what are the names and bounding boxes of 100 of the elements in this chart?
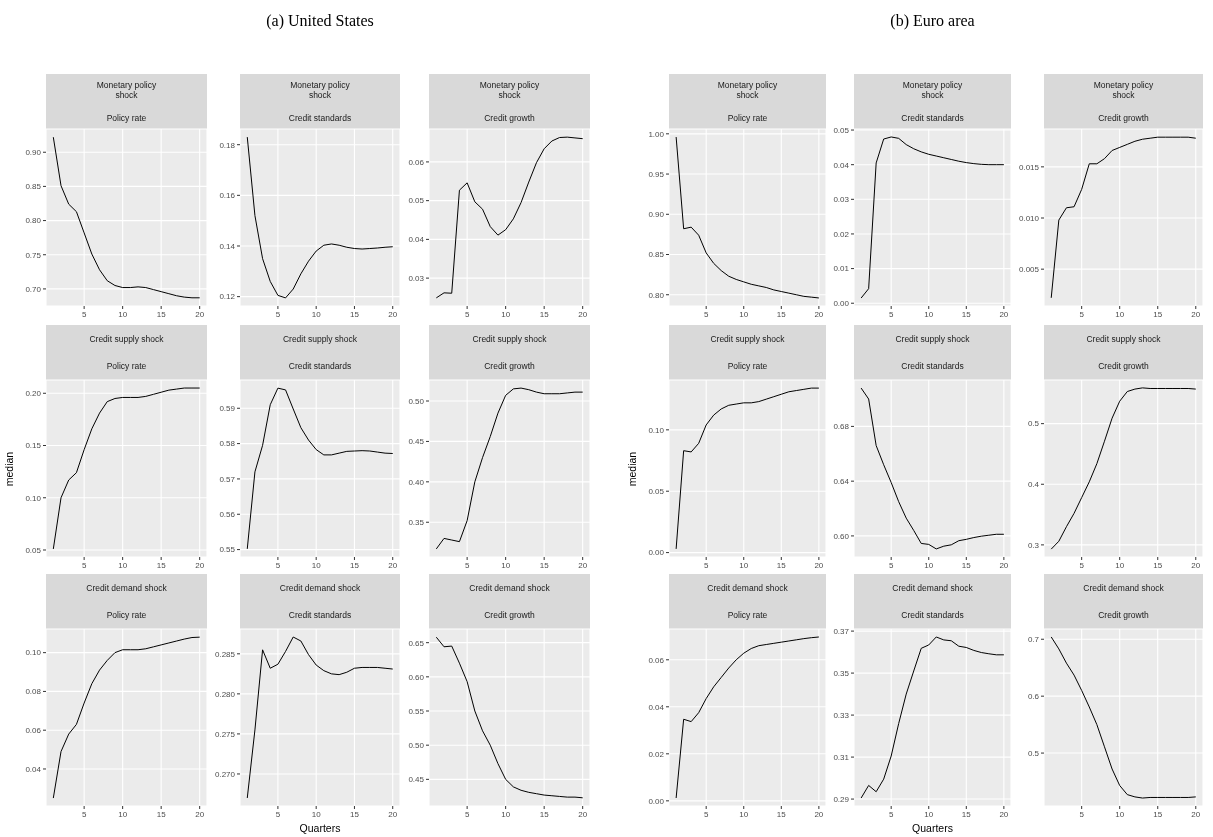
y-tick-label: 0.6: [1027, 692, 1040, 701]
x-tick-label: 20: [195, 560, 205, 570]
chart-subtitle: Policy rate: [106, 610, 147, 621]
chart-title: Monetary policy shock: [717, 80, 778, 101]
y-tick-label: 0.10: [25, 493, 42, 503]
x-tick-label: 15: [350, 309, 360, 319]
y-tick-label: 0.18: [219, 140, 236, 150]
y-tick-label: 0.50: [408, 396, 425, 406]
x-tick-label: 10: [739, 560, 749, 570]
chart-subtitle: Credit growth: [484, 610, 535, 621]
y-tick-label: 0.04: [408, 235, 425, 245]
chart-title: Credit demand shock: [707, 582, 788, 593]
text: (b) Euro area: [889, 12, 976, 30]
y-tick-label: 0.12: [219, 292, 236, 302]
y-tick-label: 0.005: [1018, 265, 1040, 275]
x-tick-label: 5: [275, 309, 281, 319]
y-tick-label: 0.37: [833, 626, 850, 636]
x-tick-label: 15: [776, 309, 787, 319]
chart-title: Credit supply shock: [895, 333, 970, 344]
x-tick-label: 10: [501, 809, 511, 819]
line-series: [435, 387, 584, 550]
x-tick-label: 10: [924, 560, 934, 570]
x-tick-label: 15: [1153, 809, 1163, 819]
y-tick-label: 0.5: [1027, 748, 1040, 758]
chart-title: Credit demand shock: [1083, 582, 1164, 593]
chart-title: Credit supply shock: [472, 333, 547, 344]
x-tick-label: 20: [814, 560, 824, 570]
y-axis-title: median: [626, 451, 639, 486]
x-tick-label: 20: [814, 809, 824, 819]
line-series: [675, 387, 820, 550]
x-tick-label: 20: [578, 809, 588, 819]
line-series: [52, 136, 201, 299]
x-tick-label: 20: [1191, 560, 1201, 570]
y-tick-label: 0.95: [648, 169, 665, 179]
x-tick-label: 5: [703, 809, 709, 819]
line-series: [246, 636, 394, 799]
chart-subtitle: Credit standards: [901, 112, 964, 123]
chart-title: Credit supply shock: [1086, 333, 1161, 344]
y-tick-label: 0.3: [1027, 540, 1040, 550]
x-tick-label: 5: [1079, 309, 1085, 319]
chart-title: Credit supply shock: [282, 333, 358, 344]
y-tick-label: 0.06: [648, 655, 665, 665]
y-tick-label: 0.31: [833, 752, 850, 762]
y-tick-label: 0.08: [25, 687, 42, 697]
y-tick-label: 0.60: [833, 531, 850, 541]
x-tick-label: 5: [1079, 560, 1085, 570]
x-tick-label: 10: [924, 309, 934, 319]
y-tick-label: 0.50: [408, 741, 425, 751]
line-series: [246, 387, 394, 550]
chart-title: Credit supply shock: [710, 333, 785, 344]
x-tick-label: 5: [888, 309, 894, 319]
y-tick-label: 0.05: [833, 125, 850, 135]
line-series: [52, 636, 201, 799]
y-tick-label: 0.280: [214, 689, 236, 699]
x-tick-label: 10: [118, 809, 128, 819]
line-series: [1050, 387, 1197, 550]
x-tick-label: 5: [703, 309, 709, 319]
x-tick-label: 20: [999, 309, 1009, 319]
x-tick-label: 15: [539, 560, 550, 570]
x-tick-label: 5: [1079, 809, 1085, 819]
line-series: [1050, 136, 1197, 299]
y-tick-label: 0.16: [219, 191, 236, 201]
y-tick-label: 0.04: [648, 702, 665, 712]
y-tick-label: 0.68: [833, 422, 850, 432]
chart-title: Monetary policy shock: [96, 80, 157, 101]
y-tick-label: 0.00: [648, 796, 665, 806]
chart-subtitle: Credit growth: [1098, 361, 1149, 372]
y-tick-label: 0.55: [219, 545, 236, 555]
x-tick-label: 10: [501, 560, 511, 570]
x-tick-label: 10: [311, 560, 322, 570]
line-series: [860, 136, 1005, 299]
x-tick-label: 20: [388, 309, 398, 319]
y-tick-label: 0.275: [214, 729, 236, 739]
y-tick-label: 0.01: [833, 264, 850, 274]
x-tick-label: 10: [1115, 809, 1125, 819]
x-tick-label: 20: [999, 560, 1009, 570]
x-tick-label: 15: [156, 809, 167, 819]
y-tick-label: 1.00: [648, 129, 665, 139]
y-tick-label: 0.4: [1027, 480, 1040, 490]
line-series: [52, 387, 201, 550]
chart-subtitle: Policy rate: [727, 361, 768, 372]
x-tick-label: 15: [961, 560, 972, 570]
x-tick-label: 20: [1191, 309, 1201, 319]
chart-subtitle: Credit standards: [288, 610, 352, 621]
x-tick-label: 15: [350, 560, 360, 570]
x-tick-label: 10: [501, 309, 511, 319]
y-tick-label: 0.45: [408, 775, 425, 785]
x-tick-label: 10: [1115, 309, 1125, 319]
x-tick-label: 10: [311, 309, 322, 319]
x-tick-label: 20: [1191, 809, 1201, 819]
y-tick-label: 0.00: [833, 299, 850, 309]
y-tick-label: 0.60: [408, 672, 425, 682]
x-tick-label: 15: [776, 560, 787, 570]
y-tick-label: 0.02: [648, 749, 665, 759]
x-tick-label: 15: [961, 309, 972, 319]
x-tick-label: 15: [156, 560, 167, 570]
x-tick-label: 15: [350, 809, 360, 819]
y-tick-label: 0.04: [833, 160, 850, 170]
x-tick-label: 10: [924, 809, 934, 819]
x-tick-label: 10: [118, 309, 128, 319]
